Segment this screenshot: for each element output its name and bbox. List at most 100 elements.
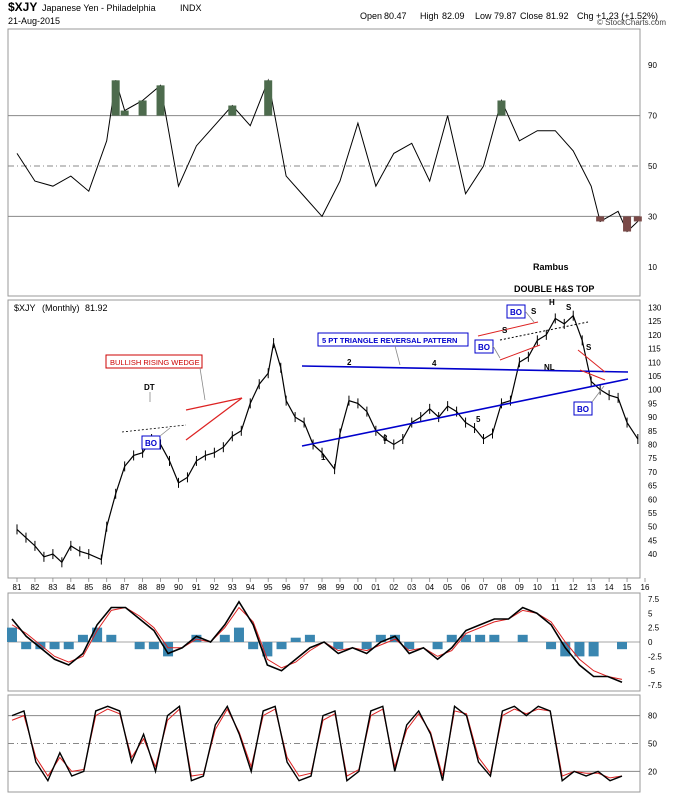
price-tick-label: 90 xyxy=(648,413,657,422)
macd-histogram-bar xyxy=(7,627,17,642)
macd-histogram-bar xyxy=(588,642,599,657)
rsi-tick-label: 10 xyxy=(648,263,657,272)
neckline-label: NL xyxy=(544,363,555,372)
close-value: 81.92 xyxy=(546,11,569,21)
price-tick-label: 75 xyxy=(648,454,657,463)
macd-tick-label: -2.5 xyxy=(648,652,662,661)
rsi-series xyxy=(16,78,642,233)
date: 21-Aug-2015 xyxy=(8,16,60,26)
price-tick-label: 125 xyxy=(648,317,662,326)
macd-histogram-bar xyxy=(574,642,585,657)
x-tick-label: 04 xyxy=(425,583,434,592)
rsi-overbought-fill xyxy=(156,85,165,116)
triangle-label: 5 PT TRIANGLE REVERSAL PATTERN xyxy=(322,336,457,345)
bo-label-1: BO xyxy=(145,439,157,448)
triangle-upper-line xyxy=(301,365,629,373)
macd-signal-line xyxy=(11,606,623,680)
bo-label-2: BO xyxy=(478,343,490,352)
low-label: Low xyxy=(475,11,492,21)
legend-period: (Monthly) xyxy=(42,303,80,313)
point-label-3: 3 xyxy=(383,434,388,443)
chg-value: +1.23 (+1.52%) xyxy=(596,11,658,21)
x-tick-label: 85 xyxy=(84,583,93,592)
rsi-tick-label: 90 xyxy=(648,61,657,70)
x-tick-label: 16 xyxy=(641,583,650,592)
macd-histogram-bar xyxy=(404,642,415,650)
close-label: Close xyxy=(520,11,543,21)
bo-pointer-4 xyxy=(591,385,605,403)
x-tick-label: 14 xyxy=(605,583,614,592)
x-tick-label: 95 xyxy=(264,583,273,592)
stoch-tick-label: 50 xyxy=(648,740,657,749)
macd-histogram-bar xyxy=(163,642,174,657)
macd-histogram-bar xyxy=(517,634,528,642)
stochastic-series xyxy=(11,704,623,783)
shoulder-label-4: S xyxy=(586,343,592,352)
x-tick-label: 86 xyxy=(102,583,111,592)
macd-histogram-bar xyxy=(276,642,287,650)
x-tick-label: 12 xyxy=(569,583,578,592)
legend-symbol: $XJY xyxy=(14,303,36,313)
macd-histogram-bar xyxy=(304,634,315,642)
copyright: © StockCharts.com xyxy=(597,18,666,27)
rsi-oversold-fill xyxy=(633,216,642,222)
macd-histogram-bar xyxy=(248,642,259,650)
x-tick-label: 99 xyxy=(336,583,345,592)
price-tick-label: 55 xyxy=(648,509,657,518)
price-tick-label: 105 xyxy=(648,372,662,381)
x-tick-label: 84 xyxy=(66,583,75,592)
open-label: Open xyxy=(360,11,382,21)
macd-histogram-bar xyxy=(77,634,88,642)
x-tick-label: 11 xyxy=(551,583,560,592)
triangle-lower-line xyxy=(301,378,629,447)
breakdown-line-upper xyxy=(577,349,606,373)
rsi-overbought-fill xyxy=(111,80,120,116)
high-label: High xyxy=(420,11,439,21)
low-value: 79.87 xyxy=(494,11,517,21)
rsi-overbought-fill xyxy=(497,100,506,116)
x-tick-label: 13 xyxy=(587,583,596,592)
price-tick-label: 40 xyxy=(648,550,657,559)
rsi-overbought-fill xyxy=(138,100,147,116)
price-tick-label: 95 xyxy=(648,399,657,408)
rsi-overbought-fill xyxy=(120,110,129,116)
price-tick-label: 85 xyxy=(648,427,657,436)
price-tick-label: 80 xyxy=(648,440,657,449)
x-tick-label: 03 xyxy=(407,583,416,592)
rsi-line xyxy=(16,78,639,233)
macd-tick-label: 7.5 xyxy=(648,595,660,604)
price-tick-label: 45 xyxy=(648,536,657,545)
price-series xyxy=(16,310,639,568)
open-value: 80.47 xyxy=(384,11,407,21)
macd-tick-label: 2.5 xyxy=(648,624,660,633)
macd-series xyxy=(7,600,627,683)
macd-histogram-bar xyxy=(219,634,230,642)
macd-tick-label: 5 xyxy=(648,609,653,618)
price-tick-label: 70 xyxy=(648,468,657,477)
x-tick-label: 98 xyxy=(318,583,327,592)
x-tick-label: 92 xyxy=(210,583,219,592)
x-tick-label: 09 xyxy=(515,583,524,592)
rsi-tick-label: 70 xyxy=(648,112,657,121)
x-tick-label: 97 xyxy=(300,583,309,592)
x-tick-label: 00 xyxy=(353,583,362,592)
breakdown-line-lower xyxy=(579,369,606,381)
macd-tick-label: 0 xyxy=(648,638,653,647)
x-tick-label: 91 xyxy=(192,583,201,592)
dt-label: DT xyxy=(144,383,155,392)
x-tick-label: 89 xyxy=(156,583,165,592)
x-tick-label: 88 xyxy=(138,583,147,592)
price-tick-label: 100 xyxy=(648,386,662,395)
exchange: INDX xyxy=(180,3,202,13)
head-label: H xyxy=(549,298,555,307)
price-tick-label: 50 xyxy=(648,523,657,532)
bo-box-1 xyxy=(141,435,161,450)
macd-histogram-bar xyxy=(546,642,557,650)
x-tick-label: 81 xyxy=(13,583,22,592)
macd-histogram-bar xyxy=(21,642,32,650)
macd-histogram-bar xyxy=(617,642,627,650)
price-line xyxy=(16,314,639,564)
price-tick-label: 115 xyxy=(648,345,661,354)
price-tick-label: 60 xyxy=(648,495,657,504)
macd-histogram-bar xyxy=(35,642,46,650)
